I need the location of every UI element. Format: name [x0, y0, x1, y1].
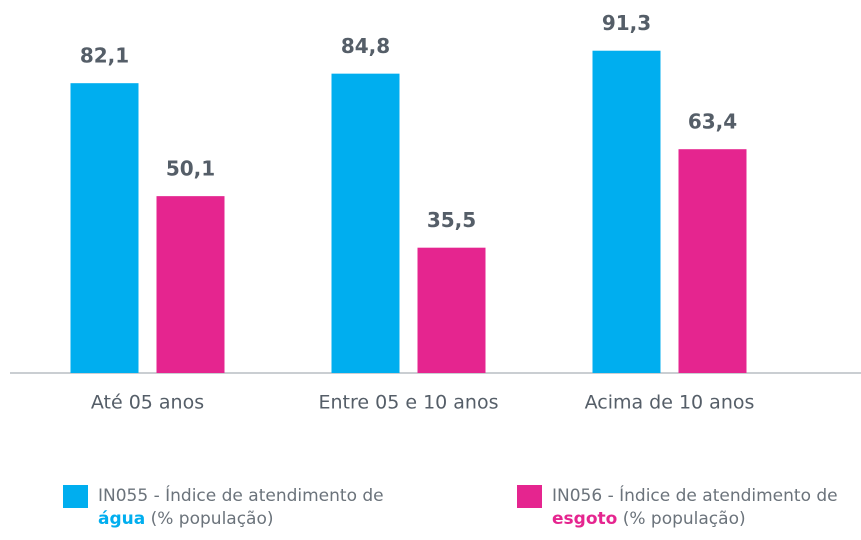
bar: [331, 73, 400, 373]
bar: [417, 247, 486, 373]
bar: [156, 196, 225, 373]
bar: [678, 149, 747, 373]
value-label: 63,4: [688, 110, 737, 134]
value-label: 35,5: [427, 208, 476, 232]
legend-swatch: [63, 485, 88, 508]
value-label: 50,1: [166, 157, 215, 181]
value-label: 84,8: [341, 34, 390, 58]
bar: [70, 83, 139, 373]
legend-label: IN055 - Índice de atendimento de água (%…: [98, 486, 384, 529]
value-label: 82,1: [80, 44, 129, 68]
legend-label: IN056 - Índice de atendimento de esgoto …: [552, 486, 838, 529]
legend-swatch: [517, 485, 542, 508]
x-tick-label: Acima de 10 anos: [585, 392, 755, 414]
x-tick-label: Até 05 anos: [91, 392, 204, 414]
value-label: 91,3: [602, 11, 651, 35]
x-tick-label: Entre 05 e 10 anos: [319, 392, 499, 414]
bar: [592, 50, 661, 373]
